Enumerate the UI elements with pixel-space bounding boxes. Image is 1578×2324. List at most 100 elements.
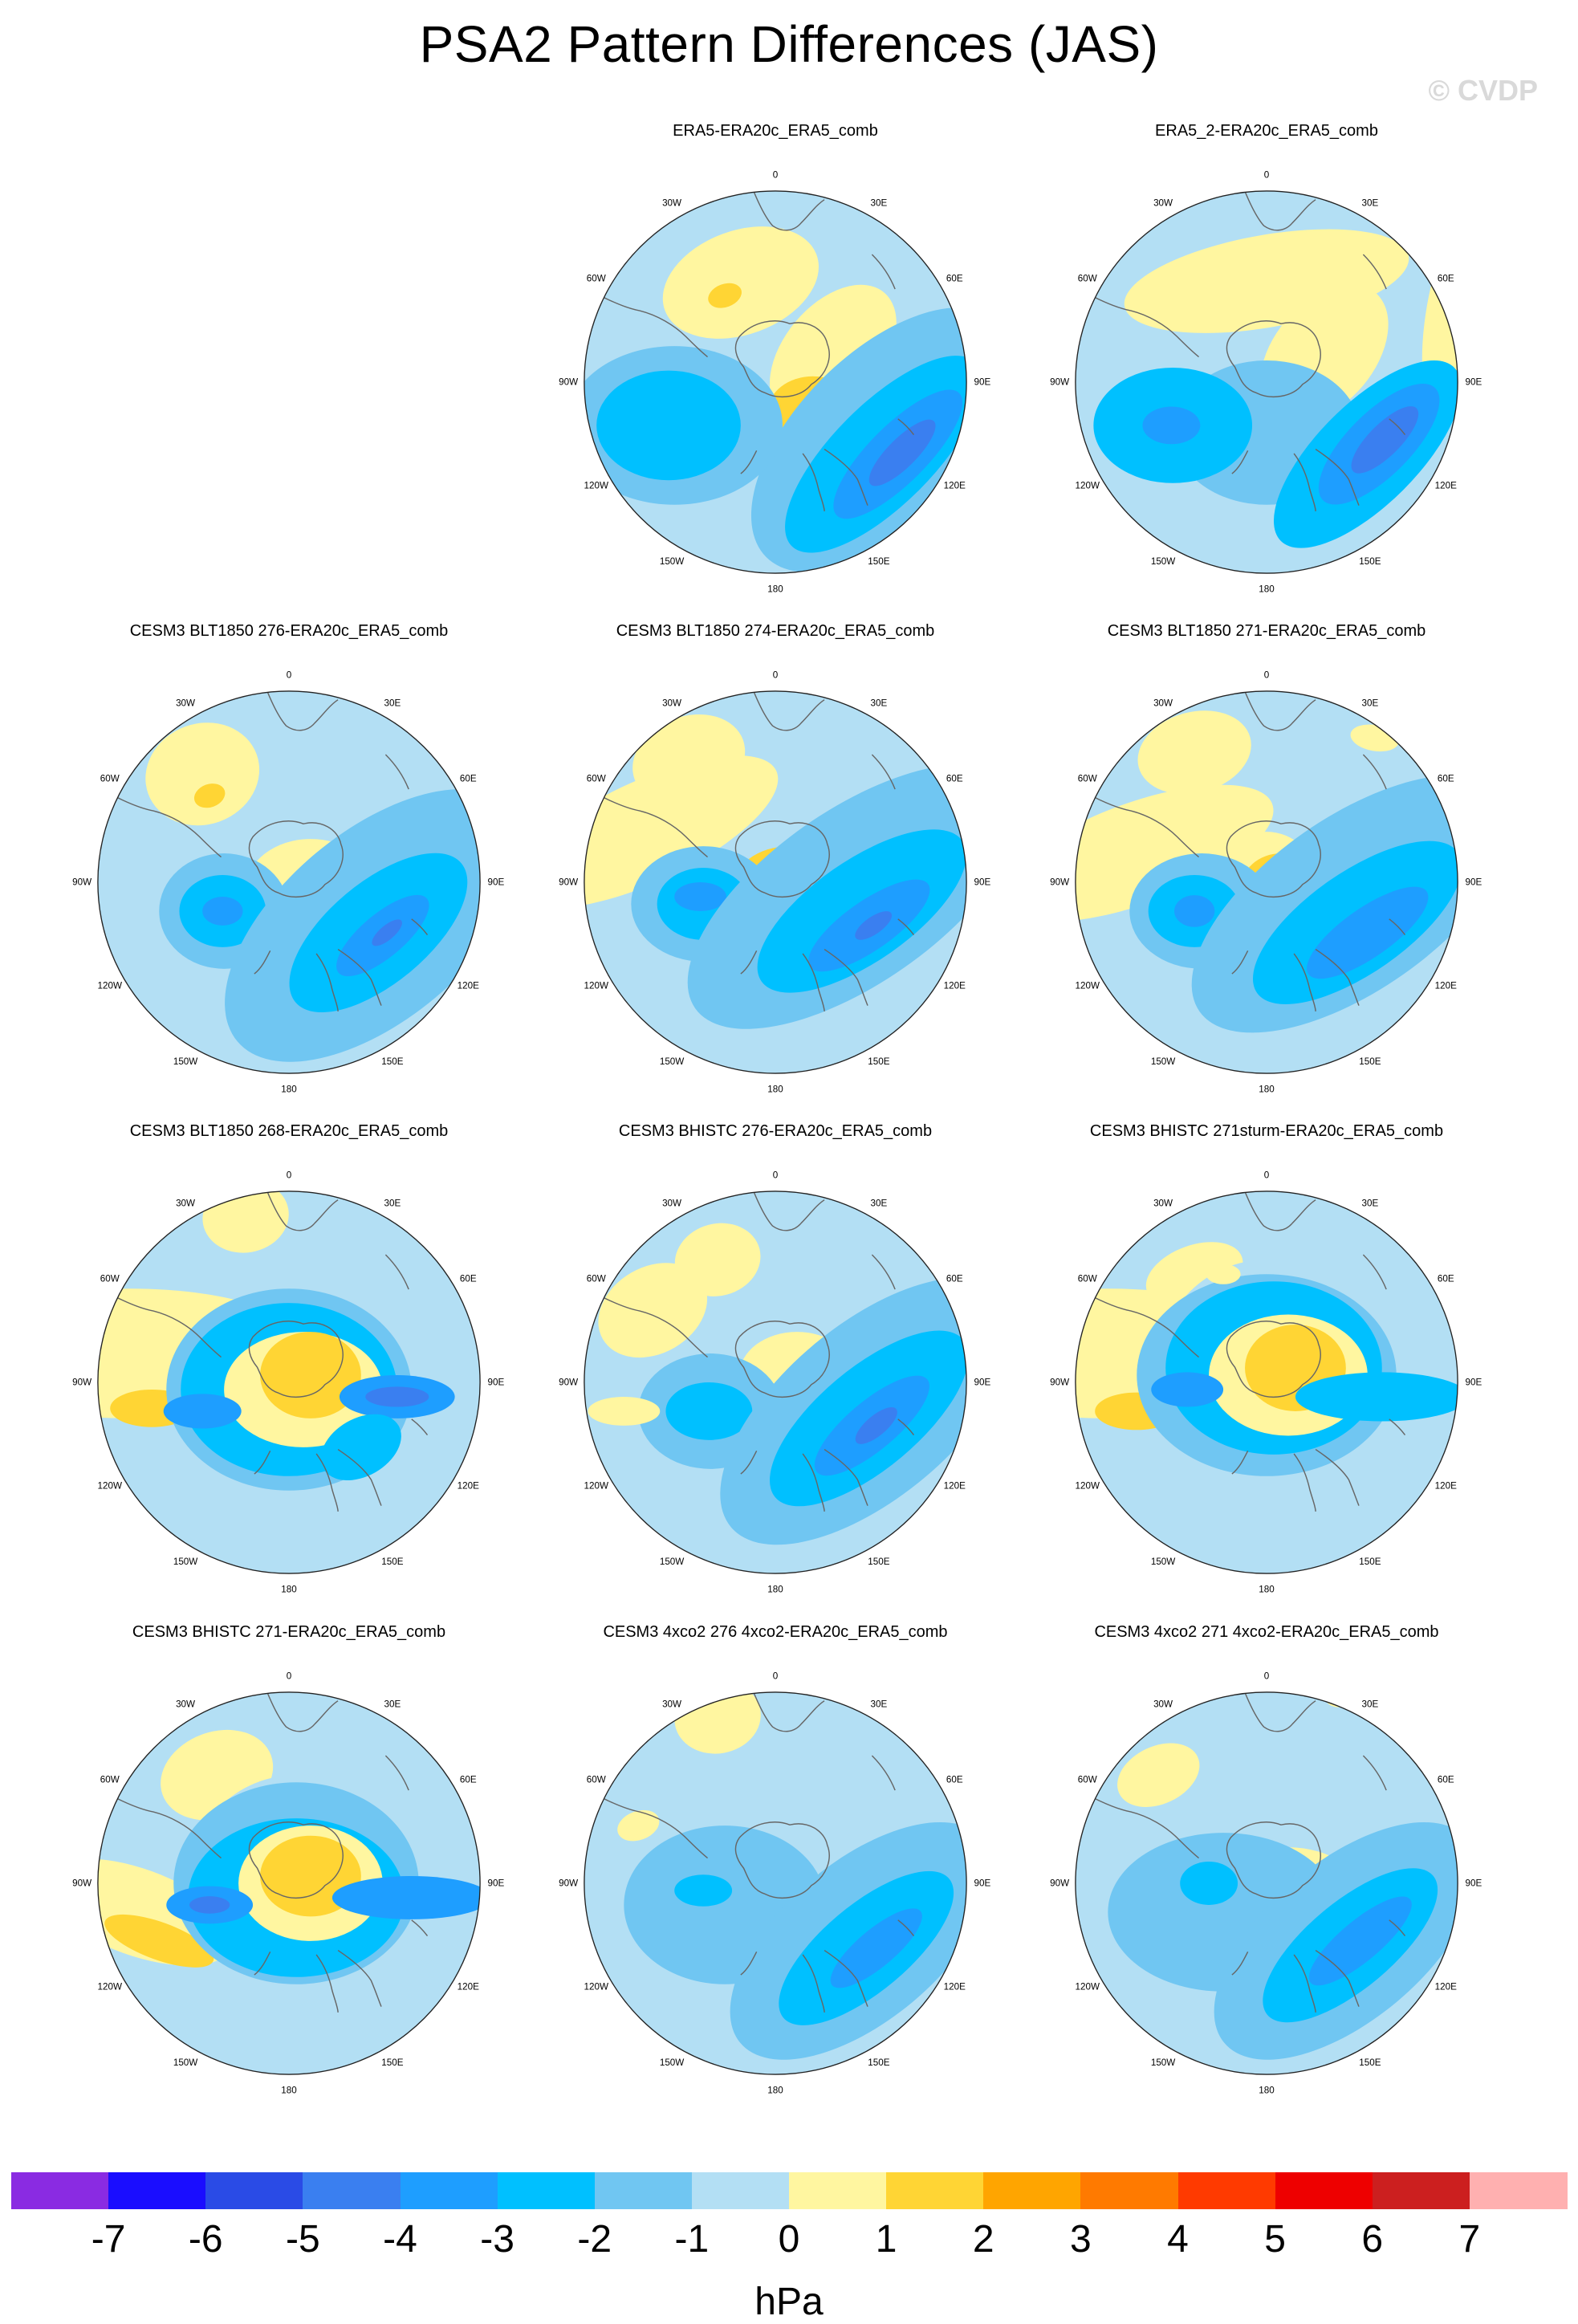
longitude-label: 0 (1264, 1170, 1270, 1181)
colorbar-tick-label: 0 (778, 2218, 800, 2261)
longitude-label: 90E (974, 877, 990, 888)
colorbar-tick-label: -6 (188, 2218, 223, 2261)
contour-fill-m4 (1351, 406, 1419, 474)
coastline (1235, 190, 1316, 231)
longitude-label: 90W (72, 877, 92, 888)
contour-fill-m2 (320, 1414, 401, 1481)
longitude-label: 0 (773, 670, 779, 681)
colorbar-box (691, 2172, 790, 2209)
contour-fill-m2 (674, 1874, 733, 1907)
longitude-label: 120W (98, 1982, 122, 1992)
longitude-label: 150W (660, 556, 684, 567)
longitude-label: 60E (946, 1775, 963, 1785)
longitude-label: 60W (1078, 274, 1097, 284)
longitude-label: 30W (176, 698, 195, 708)
coastline (1362, 1254, 1387, 1290)
polar-stereographic-map: 0 30E 60E 90E 120E 150E 180 150W 120W 90W 60W 30W (559, 170, 990, 595)
longitude-label: 60W (1078, 1274, 1097, 1284)
colorbar-tick-label: 2 (972, 2218, 994, 2261)
map-boundary (1075, 1691, 1458, 2075)
longitude-label: 120E (458, 981, 479, 991)
longitude-label: 30E (871, 1198, 888, 1208)
contour-fill-p0 (617, 1809, 660, 1842)
polar-stereographic-map: 0 30E 60E 90E 120E 150E 180 150W 120W 90W 60W 30W (72, 1671, 504, 2096)
coastline (1362, 1755, 1387, 1791)
longitude-label: 0 (287, 1170, 292, 1181)
contour-fill-m3 (331, 1876, 481, 1919)
longitude-label: 180 (281, 1084, 297, 1094)
panel-title: CESM3 BHISTC 276-ERA20c_ERA5_comb (618, 1122, 933, 1140)
longitude-label: 150W (173, 2057, 197, 2068)
longitude-label: 90E (1465, 1378, 1482, 1388)
longitude-label: 0 (1264, 170, 1270, 181)
coastline (744, 1691, 825, 1732)
coastline (734, 1321, 830, 1398)
longitude-label: 150W (173, 1557, 197, 1567)
contour-fill-p1 (260, 1332, 361, 1418)
longitude-label: 120W (98, 981, 122, 991)
longitude-label: 150E (1359, 2057, 1381, 2068)
map-panel: CESM3 BLT1850 271-ERA20c_ERA5_comb 0 30E 60… (1026, 622, 1507, 1120)
longitude-label: 150E (1359, 1056, 1381, 1067)
panel-title: CESM3 BLT1850 276-ERA20c_ERA5_comb (129, 622, 449, 640)
contour-fill-m3 (830, 1908, 922, 1988)
longitude-label: 120W (1076, 1481, 1100, 1492)
longitude-label: 150W (1151, 2057, 1175, 2068)
contour-fill-m2 (665, 1382, 753, 1440)
longitude-label: 180 (767, 584, 783, 594)
longitude-label: 180 (767, 2085, 783, 2095)
contour-fill-m2 (596, 370, 741, 481)
longitude-label: 30E (384, 698, 401, 708)
colorbar-box (205, 2172, 303, 2209)
coastline (258, 1691, 339, 1732)
longitude-label: 60W (1078, 774, 1097, 784)
contour-fill-p0 (588, 1396, 661, 1426)
coastline (384, 1755, 409, 1791)
longitude-label: 60W (587, 774, 606, 784)
colorbar-box (303, 2172, 401, 2209)
longitude-label: 90W (72, 1378, 92, 1388)
polar-stereographic-map: 0 30E 60E 90E 120E 150E 180 150W 120W 90W 60W 30W (72, 1170, 504, 1595)
contour-fill-p0 (145, 722, 260, 826)
longitude-label: 120W (1076, 1982, 1100, 1992)
contour-fill-m3 (202, 896, 243, 926)
coastline (740, 950, 758, 975)
colorbar-box (11, 2172, 109, 2209)
coastline (1226, 1321, 1321, 1398)
longitude-label: 0 (287, 670, 292, 681)
longitude-label: 120W (1076, 981, 1100, 991)
longitude-label: 150W (660, 1557, 684, 1567)
contour-fill-m2 (1180, 1862, 1238, 1905)
longitude-label: 90W (559, 1378, 578, 1388)
contour-fill-p0 (1137, 710, 1251, 795)
longitude-label: 90E (974, 1878, 990, 1889)
coastline (1231, 1451, 1249, 1475)
coastline (871, 254, 896, 290)
coastline (1293, 953, 1316, 1011)
longitude-label: 90E (487, 1378, 504, 1388)
longitude-label: 90E (974, 377, 990, 388)
longitude-label: 120E (944, 481, 966, 491)
map-boundary (1075, 1190, 1458, 1574)
contour-fill-m4 (855, 911, 893, 940)
polar-stereographic-map: 0 30E 60E 90E 120E 150E 180 150W 120W 90W 60W 30W (559, 670, 990, 1095)
contour-fill-m4 (372, 919, 402, 946)
coastline (734, 320, 830, 397)
coastline (1226, 820, 1321, 897)
longitude-label: 90W (559, 377, 578, 388)
coastline (254, 1451, 271, 1475)
contour-fill-m4 (868, 419, 936, 486)
coastline (1235, 1190, 1316, 1231)
map-boundary (1075, 190, 1458, 574)
polar-stereographic-map: 0 30E 60E 90E 120E 150E 180 150W 120W 90W 60W 30W (1050, 1671, 1482, 2096)
longitude-label: 150E (868, 1056, 889, 1067)
coastline (384, 754, 409, 790)
coastline (1235, 1691, 1316, 1732)
longitude-label: 120E (944, 1982, 966, 1992)
coastline (871, 754, 896, 790)
coastline (258, 1190, 339, 1231)
colorbar-box (1275, 2172, 1373, 2209)
colorbar-box (886, 2172, 984, 2209)
colorbar-units: hPa (754, 2281, 824, 2323)
longitude-label: 120W (1076, 481, 1100, 491)
